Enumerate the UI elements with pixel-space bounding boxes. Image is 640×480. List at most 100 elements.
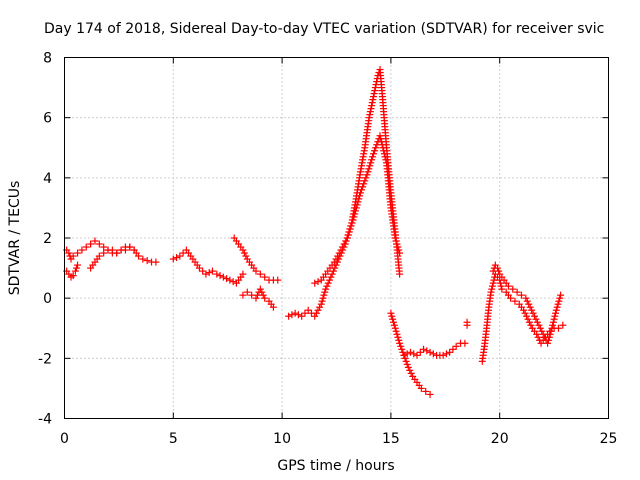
data-point: [213, 270, 221, 278]
data-point-fill: [372, 144, 380, 152]
data-point-fill: [294, 311, 302, 319]
data-point-fill: [349, 216, 357, 224]
data-point: [513, 288, 521, 296]
data-point-fill: [532, 315, 540, 323]
x-tick-label: 5: [169, 431, 178, 447]
data-point: [494, 264, 502, 272]
data-point: [261, 294, 269, 302]
data-point: [169, 255, 177, 263]
data-point: [461, 339, 469, 347]
data-point-fill: [392, 327, 400, 335]
data-point-fill: [549, 321, 557, 329]
data-point-fill: [381, 153, 389, 161]
data-point: [413, 351, 421, 359]
data-point: [113, 249, 121, 257]
data-point: [298, 312, 306, 320]
data-point: [143, 257, 151, 265]
data-point-fill: [366, 108, 374, 116]
data-point: [487, 288, 495, 296]
data-point-fill: [335, 249, 343, 257]
data-point: [422, 387, 430, 395]
data-point: [531, 312, 539, 320]
y-tick-label: -2: [38, 351, 52, 367]
data-point: [252, 267, 260, 275]
data-point-fill: [544, 336, 552, 344]
x-tick-label: 10: [273, 431, 291, 447]
data-point: [65, 249, 73, 257]
data-point: [369, 150, 377, 158]
data-point: [557, 291, 565, 299]
data-point: [69, 272, 77, 280]
data-point-fill: [398, 345, 406, 353]
data-point-fill: [533, 318, 541, 326]
y-tick-label: 4: [43, 171, 52, 187]
data-point-fill: [314, 278, 322, 286]
data-point: [291, 309, 299, 317]
data-point-fill: [344, 231, 352, 239]
data-point-fill: [377, 135, 385, 143]
data-point-fill: [362, 174, 370, 182]
data-point: [526, 303, 534, 311]
data-point-fill: [525, 300, 533, 308]
data-point: [559, 321, 567, 329]
data-point-fill: [554, 300, 562, 308]
x-tick-label: 0: [60, 431, 69, 447]
data-point-fill: [355, 195, 363, 203]
data-point: [274, 276, 282, 284]
data-point: [463, 318, 471, 326]
x-tick-label: 15: [382, 431, 400, 447]
data-point: [126, 243, 134, 251]
data-point-fill: [354, 198, 362, 206]
data-point-fill: [389, 315, 397, 323]
data-point-fill: [358, 186, 366, 194]
data-point-fill: [394, 333, 402, 341]
data-point: [208, 267, 216, 275]
data-point: [504, 282, 512, 290]
data-point: [511, 297, 519, 305]
data-point-fill: [547, 327, 555, 335]
data-point-fill: [369, 96, 377, 104]
data-point: [396, 249, 404, 257]
data-point: [239, 246, 247, 254]
data-point-fill: [523, 312, 531, 320]
data-point-fill: [395, 336, 403, 344]
data-point-fill: [371, 87, 379, 95]
data-point-fill: [205, 269, 213, 277]
data-point: [95, 252, 103, 260]
data-point-fill: [321, 288, 329, 296]
data-point: [343, 234, 351, 242]
data-point: [426, 348, 434, 356]
data-point: [130, 246, 138, 254]
data-point-fill: [369, 153, 377, 161]
x-tick-label: 20: [491, 431, 509, 447]
data-point-fill: [497, 282, 505, 290]
data-point-fill: [258, 288, 266, 296]
data-point-fill: [368, 99, 376, 107]
data-point-fill: [72, 264, 80, 272]
data-point-fill: [327, 273, 335, 281]
data-point: [269, 303, 277, 311]
data-point-fill: [392, 237, 400, 245]
data-point-fill: [338, 243, 346, 251]
data-point-fill: [364, 168, 372, 176]
data-point-fill: [382, 156, 390, 164]
data-point: [328, 270, 336, 278]
data-point-fill: [390, 318, 398, 326]
data-point-fill: [395, 246, 403, 254]
data-point-fill: [366, 111, 374, 119]
data-point: [134, 252, 142, 260]
data-point: [356, 189, 364, 197]
data-point-fill: [407, 369, 415, 377]
data-point: [539, 330, 547, 338]
data-point: [363, 171, 371, 179]
data-point-fill: [371, 147, 379, 155]
data-point-fill: [527, 321, 535, 329]
data-point: [95, 240, 103, 248]
data-point-fill: [332, 255, 340, 263]
data-point-fill: [365, 165, 373, 173]
data-point: [548, 324, 556, 332]
data-point: [202, 270, 210, 278]
data-point-fill: [367, 159, 375, 167]
data-point-fill: [229, 278, 237, 286]
data-point: [337, 246, 345, 254]
